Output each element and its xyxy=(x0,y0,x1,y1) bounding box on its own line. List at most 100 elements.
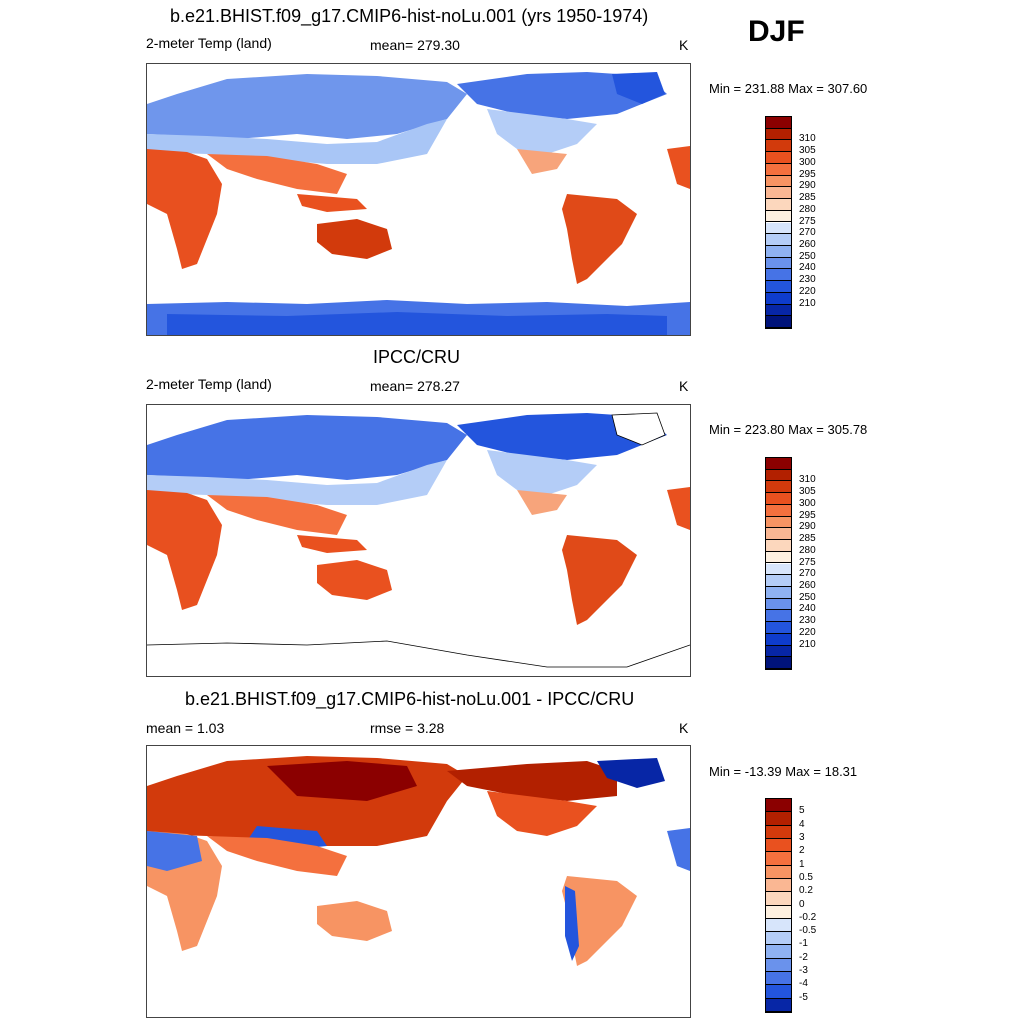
panel1-colorbar-cell xyxy=(766,257,791,270)
panel2-colorbar-tick-label: 250 xyxy=(799,591,816,603)
panel3-colorbar-cell xyxy=(766,958,791,973)
panel2-eurasia-north xyxy=(147,415,467,480)
panel3-colorbar-cell xyxy=(766,945,791,959)
panel1-colorbar-tick-label: 275 xyxy=(799,215,816,227)
panel1-colorbar-tick-label: 220 xyxy=(799,285,816,297)
panel2-mean-label: mean= 278.27 xyxy=(370,378,460,394)
panel3-colorbar-cell xyxy=(766,825,791,839)
panel1-colorbar-cell xyxy=(766,210,791,223)
panel1-north-america-mid xyxy=(487,109,597,154)
panel3-colorbar-tick-label: 0 xyxy=(799,898,805,910)
panel1-colorbar-cell xyxy=(766,199,791,211)
panel3-colorbar xyxy=(765,798,792,1013)
panel3-colorbar-cell xyxy=(766,998,791,1012)
panel1-title: b.e21.BHIST.f09_g17.CMIP6-hist-noLu.001 … xyxy=(170,6,649,26)
panel2-colorbar-cell xyxy=(766,540,791,552)
panel2-colorbar-tick-label: 280 xyxy=(799,544,816,556)
panel3-siberia xyxy=(267,761,417,801)
panel1-greenland xyxy=(612,72,665,104)
panel2-colorbar-cell xyxy=(766,528,791,541)
panel3-colorbar-cell xyxy=(766,892,791,906)
panel3-colorbar-tick-label: 5 xyxy=(799,805,805,817)
panel1-units-label: K xyxy=(679,37,689,53)
panel1-colorbar-cell xyxy=(766,187,791,200)
panel2-colorbar-cell xyxy=(766,458,791,470)
panel1-colorbar-tick-label: 250 xyxy=(799,250,816,262)
panel3-colorbar-cell xyxy=(766,799,791,813)
panel2-colorbar-cell xyxy=(766,575,791,587)
panel2-colorbar-cell xyxy=(766,633,791,646)
panel3-colorbar-cell xyxy=(766,852,791,866)
panel3-colorbar-tick-label: -0.5 xyxy=(799,925,817,937)
panel2-colorbar-tick-label: 310 xyxy=(799,474,816,486)
panel3-greenland xyxy=(597,758,665,788)
panel3-colorbar-cell xyxy=(766,932,791,946)
panel1-colorbar-cell xyxy=(766,128,791,141)
panel3-title: b.e21.BHIST.f09_g17.CMIP6-hist-noLu.001 … xyxy=(185,689,635,709)
panel2-colorbar-tick-label: 220 xyxy=(799,626,816,638)
panel2-title: IPCC/CRU xyxy=(373,347,461,367)
panel2-south-asia xyxy=(207,495,347,535)
panel3-west-africa-edge xyxy=(667,828,690,871)
panel2-colorbar-cell xyxy=(766,563,791,576)
panel2-north-america-south xyxy=(517,490,567,515)
panel1-west-africa-edge xyxy=(667,146,690,189)
panel2-colorbar-tick-label: 260 xyxy=(799,579,816,591)
panel2-colorbar-cell xyxy=(766,645,791,658)
panel2-colorbar-cell xyxy=(766,622,791,634)
panel2-colorbar-cell xyxy=(766,469,791,482)
panel2-colorbar-cell xyxy=(766,598,791,611)
panel2-eurasia-mid xyxy=(147,460,447,505)
panel3-colorbar-tick-label: 3 xyxy=(799,831,805,843)
panel2-colorbar-tick-label: 300 xyxy=(799,497,816,509)
panel2-map xyxy=(146,404,691,677)
panel1-colorbar-cell xyxy=(766,234,791,246)
panel1-colorbar-tick-label: 295 xyxy=(799,168,816,180)
panel2-min-max: Min = 223.80 Max = 305.78 xyxy=(709,422,868,437)
panel2-indonesia xyxy=(297,535,367,553)
panel3-colorbar-tick-label: -3 xyxy=(799,965,808,977)
panel2-colorbar-tick-label: 210 xyxy=(799,638,816,650)
panel2-units-label: K xyxy=(679,378,689,394)
panel2-variable-label: 2-meter Temp (land) xyxy=(146,376,272,392)
panel3-colorbar-cell xyxy=(766,878,791,893)
panel3-colorbar-tick-label: -2 xyxy=(799,951,808,963)
panel1-colorbar-tick-label: 305 xyxy=(799,145,816,157)
panel2-africa xyxy=(147,490,222,610)
panel2-colorbar xyxy=(765,457,792,670)
panel2-colorbar-cell xyxy=(766,481,791,494)
panel1-colorbar-tick-label: 285 xyxy=(799,192,816,204)
panel2-colorbar-cell xyxy=(766,516,791,529)
panel2-colorbar-tick-label: 285 xyxy=(799,533,816,545)
panel1-africa xyxy=(147,149,222,269)
panel2-colorbar-cell xyxy=(766,610,791,623)
panel3-colorbar-cell xyxy=(766,972,791,986)
panel3-min-max: Min = -13.39 Max = 18.31 xyxy=(709,764,858,779)
panel1-colorbar-tick-label: 300 xyxy=(799,156,816,168)
panel2-south-america xyxy=(562,535,637,625)
panel2-west-africa-edge xyxy=(667,487,690,530)
panel2-colorbar-cell xyxy=(766,504,791,517)
panel3-colorbar-tick-label: 0.5 xyxy=(799,871,813,883)
panel2-north-america-mid xyxy=(487,450,597,495)
panel1-colorbar-tick-label: 290 xyxy=(799,180,816,192)
panel1-colorbar-tick-label: 270 xyxy=(799,227,816,239)
panel3-colorbar-tick-label: -4 xyxy=(799,978,808,990)
panel3-north-america-mid xyxy=(487,791,597,836)
panel1-south-asia xyxy=(207,154,347,194)
panel1-australia xyxy=(317,219,392,259)
season-label: DJF xyxy=(748,15,805,48)
panel1-colorbar-tick-label: 240 xyxy=(799,262,816,274)
panel2-colorbar-cell xyxy=(766,657,791,669)
panel3-colorbar-cell xyxy=(766,838,791,853)
panel1-colorbar-cell xyxy=(766,269,791,282)
panel3-colorbar-tick-label: -1 xyxy=(799,938,808,950)
panel3-units-label: K xyxy=(679,720,689,736)
panel2-colorbar-cell xyxy=(766,551,791,564)
panel1-eurasia-mid xyxy=(147,119,447,164)
panel3-colorbar-tick-label: 2 xyxy=(799,845,805,857)
panel3-mean-label: mean = 1.03 xyxy=(146,720,225,736)
panel1-colorbar-cell xyxy=(766,245,791,258)
panel1-colorbar-cell xyxy=(766,175,791,188)
panel2-colorbar-tick-label: 305 xyxy=(799,486,816,498)
